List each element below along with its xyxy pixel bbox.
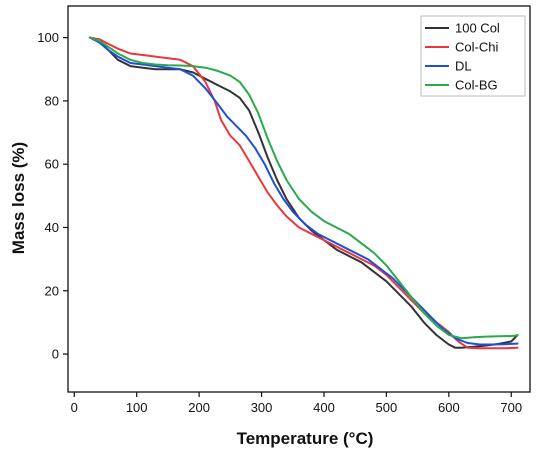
plot-frame: [67, 5, 531, 393]
x-tick-label: 100: [126, 400, 148, 415]
axis-ticks: 0 100 200 300 400 500 600 700 0 20 40 60 80 100: [37, 30, 522, 415]
plot-border: [67, 5, 531, 393]
legend: 100 Col Col-Chi DL Col-BG: [420, 15, 526, 97]
legend-box: [420, 15, 526, 97]
series-line-col-chi: [88, 36, 519, 350]
series-line-dl: [88, 36, 519, 346]
x-tick-label: 600: [438, 400, 460, 415]
x-axis-title: Temperature (°C): [237, 429, 374, 448]
x-tick-label: 0: [71, 400, 78, 415]
y-tick-label: 80: [45, 93, 59, 108]
series-lines: [88, 36, 519, 350]
y-tick-label: 100: [37, 30, 59, 45]
legend-label: DL: [455, 59, 472, 74]
legend-label: Col-BG: [455, 78, 498, 93]
y-tick-label: 60: [45, 157, 59, 172]
x-tick-label: 200: [188, 400, 210, 415]
x-tick-label: 400: [313, 400, 335, 415]
series-line-col-bg: [88, 36, 519, 340]
legend-label: 100 Col: [455, 21, 500, 36]
x-tick-label: 700: [500, 400, 522, 415]
y-tick-label: 0: [52, 347, 59, 362]
y-tick-label: 40: [45, 220, 59, 235]
y-tick-label: 20: [45, 283, 59, 298]
y-axis-title: Mass loss (%): [9, 142, 28, 254]
x-tick-label: 300: [251, 400, 273, 415]
legend-label: Col-Chi: [455, 40, 498, 55]
x-tick-label: 500: [376, 400, 398, 415]
